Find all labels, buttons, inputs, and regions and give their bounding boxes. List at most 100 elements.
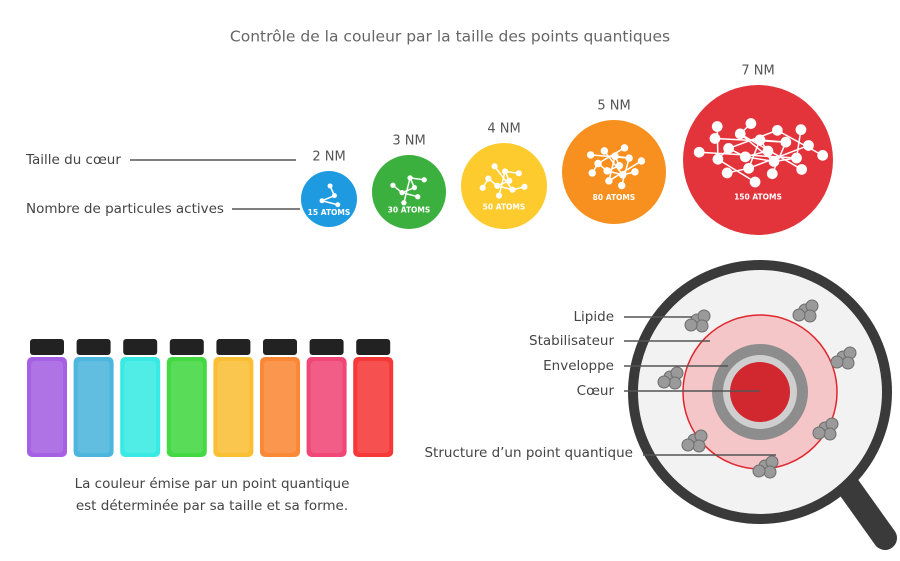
- atom: [603, 167, 611, 175]
- atom: [319, 198, 325, 204]
- core: [730, 362, 790, 422]
- atom: [491, 163, 498, 170]
- structure-label: Structure d’un point quantique: [424, 445, 633, 461]
- bottle: [27, 357, 67, 457]
- core-size-label: Taille du cœur: [25, 152, 121, 168]
- atom: [411, 184, 418, 191]
- atom: [594, 159, 602, 168]
- atom: [693, 146, 705, 158]
- bottle-shine: [77, 361, 110, 453]
- quantum-dot: [301, 171, 357, 227]
- bottle: [166, 357, 207, 457]
- ligands: [657, 299, 857, 479]
- bottle-shine: [170, 361, 203, 453]
- atom: [521, 183, 528, 190]
- ligand: [657, 375, 671, 389]
- caption-line: La couleur émise par un point quantique: [75, 476, 350, 492]
- ligand: [763, 465, 777, 479]
- bond: [717, 158, 756, 183]
- bottle-cap: [309, 339, 344, 355]
- ligand: [681, 438, 695, 452]
- bottle-shine: [31, 361, 63, 453]
- atom: [586, 151, 595, 159]
- bond: [597, 147, 625, 165]
- atom: [631, 168, 639, 176]
- bottle-cap: [30, 339, 64, 355]
- atom: [754, 134, 766, 146]
- ligand: [684, 318, 698, 332]
- atom: [515, 170, 522, 177]
- bond: [608, 155, 616, 181]
- atom: [600, 147, 609, 155]
- ligand: [792, 308, 806, 322]
- atom: [625, 154, 633, 162]
- atom: [495, 192, 503, 199]
- bottle-shine: [124, 361, 157, 453]
- atom: [711, 121, 723, 132]
- atom: [335, 202, 341, 208]
- bottle: [260, 357, 300, 457]
- atom: [749, 176, 761, 188]
- bond: [590, 154, 630, 159]
- bond: [603, 150, 624, 176]
- atom: [768, 156, 780, 167]
- atom: [745, 118, 757, 129]
- atom: [331, 193, 337, 199]
- lipid-label: Lipide: [574, 309, 614, 325]
- bottle-cap: [263, 339, 297, 355]
- atom: [780, 136, 792, 148]
- atoms-label: 80 ATOMS: [593, 193, 636, 202]
- size-label: 4 NM: [487, 122, 520, 137]
- bottle-shine: [310, 361, 343, 453]
- bond: [493, 165, 514, 191]
- bond: [771, 141, 787, 175]
- atom: [791, 152, 802, 164]
- atom: [390, 182, 396, 188]
- atom: [739, 151, 751, 163]
- atoms-label: 30 ATOMS: [388, 206, 431, 215]
- atom: [709, 133, 721, 144]
- bottle-cap: [76, 339, 111, 355]
- atom: [712, 153, 724, 165]
- quantum-dot: [372, 155, 446, 229]
- ligand: [812, 426, 826, 440]
- ligand: [823, 427, 837, 441]
- bond: [608, 160, 642, 182]
- core-label: Cœur: [577, 383, 615, 399]
- ligand: [668, 376, 682, 390]
- bond: [498, 171, 506, 196]
- atoms-label: 150 ATOMS: [734, 193, 782, 202]
- bond: [401, 191, 418, 198]
- atom: [401, 200, 407, 206]
- atom: [618, 171, 627, 179]
- atoms-label: 50 ATOMS: [483, 203, 526, 212]
- ligand: [695, 319, 709, 333]
- atom: [620, 144, 629, 152]
- ligand: [752, 464, 766, 478]
- ligand: [692, 439, 706, 453]
- quantum-dot: [461, 143, 547, 229]
- atom: [721, 167, 733, 179]
- atom: [817, 150, 829, 161]
- atoms-label: 15 ATOMS: [308, 208, 351, 217]
- bottle: [120, 357, 161, 457]
- ligand: [830, 355, 844, 369]
- atom: [615, 162, 624, 170]
- atom: [796, 164, 808, 175]
- atom: [762, 145, 774, 157]
- bottle-cap: [216, 339, 251, 355]
- shell-label: Enveloppe: [543, 358, 614, 374]
- atom: [723, 143, 734, 154]
- bond: [403, 177, 411, 203]
- atom: [506, 177, 513, 184]
- quantum-dot: [683, 85, 833, 235]
- atom: [637, 157, 646, 165]
- atom: [743, 162, 755, 174]
- bottle-cap: [356, 339, 391, 355]
- title: Contrôle de la couleur par la taille des…: [230, 28, 670, 46]
- bond: [321, 200, 338, 206]
- stabilizer-label: Stabilisateur: [529, 333, 614, 349]
- atom: [415, 194, 421, 200]
- bottles: [27, 339, 394, 457]
- bond: [621, 157, 630, 186]
